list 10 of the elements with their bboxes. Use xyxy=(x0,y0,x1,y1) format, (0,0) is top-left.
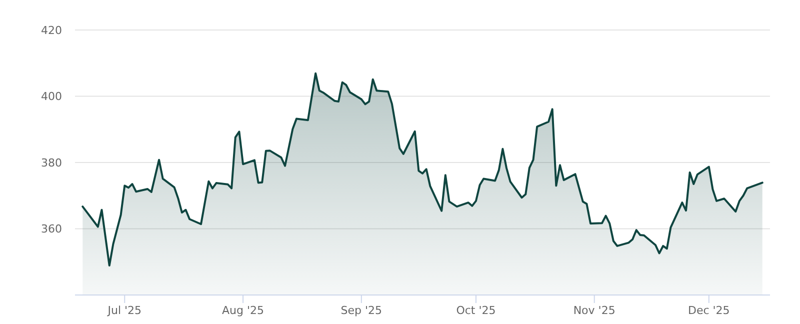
x-tick-label: Nov '25 xyxy=(573,304,616,317)
x-tick-label: Oct '25 xyxy=(456,304,496,317)
y-tick-label: 400 xyxy=(41,90,62,104)
x-tick-label: Aug '25 xyxy=(222,304,264,317)
x-tick-label: Jul '25 xyxy=(106,304,142,317)
y-tick-label: 380 xyxy=(41,156,62,170)
x-tick-label: Sep '25 xyxy=(340,304,382,317)
y-tick-label: 360 xyxy=(41,222,62,236)
x-tick-label: Dec '25 xyxy=(688,304,730,317)
y-tick-label: 420 xyxy=(41,24,62,37)
